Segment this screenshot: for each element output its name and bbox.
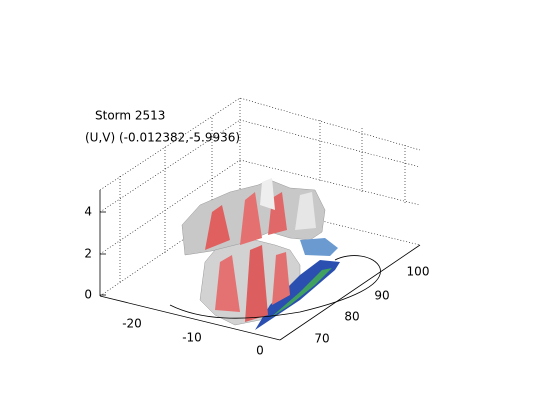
subtitle: (U,V) (-0.012382,-5.9936): [85, 131, 240, 145]
z-tick-label: 0: [84, 288, 92, 302]
z-tick-label: 4: [84, 205, 92, 219]
x-tick-label: -20: [122, 317, 142, 331]
x-tick-label: 0: [256, 344, 264, 358]
y-tick-label: 90: [374, 289, 389, 303]
z-tick-label: 2: [84, 247, 92, 261]
storm-surface: [181, 178, 340, 330]
axes: [99, 190, 421, 341]
y-tick-label: 80: [344, 310, 359, 324]
x-tick-label: -10: [182, 331, 202, 345]
y-tick-label: 70: [314, 332, 329, 346]
y-tick-label: 100: [407, 265, 430, 279]
title: Storm 2513: [95, 109, 165, 123]
storm-outline: [169, 255, 381, 319]
